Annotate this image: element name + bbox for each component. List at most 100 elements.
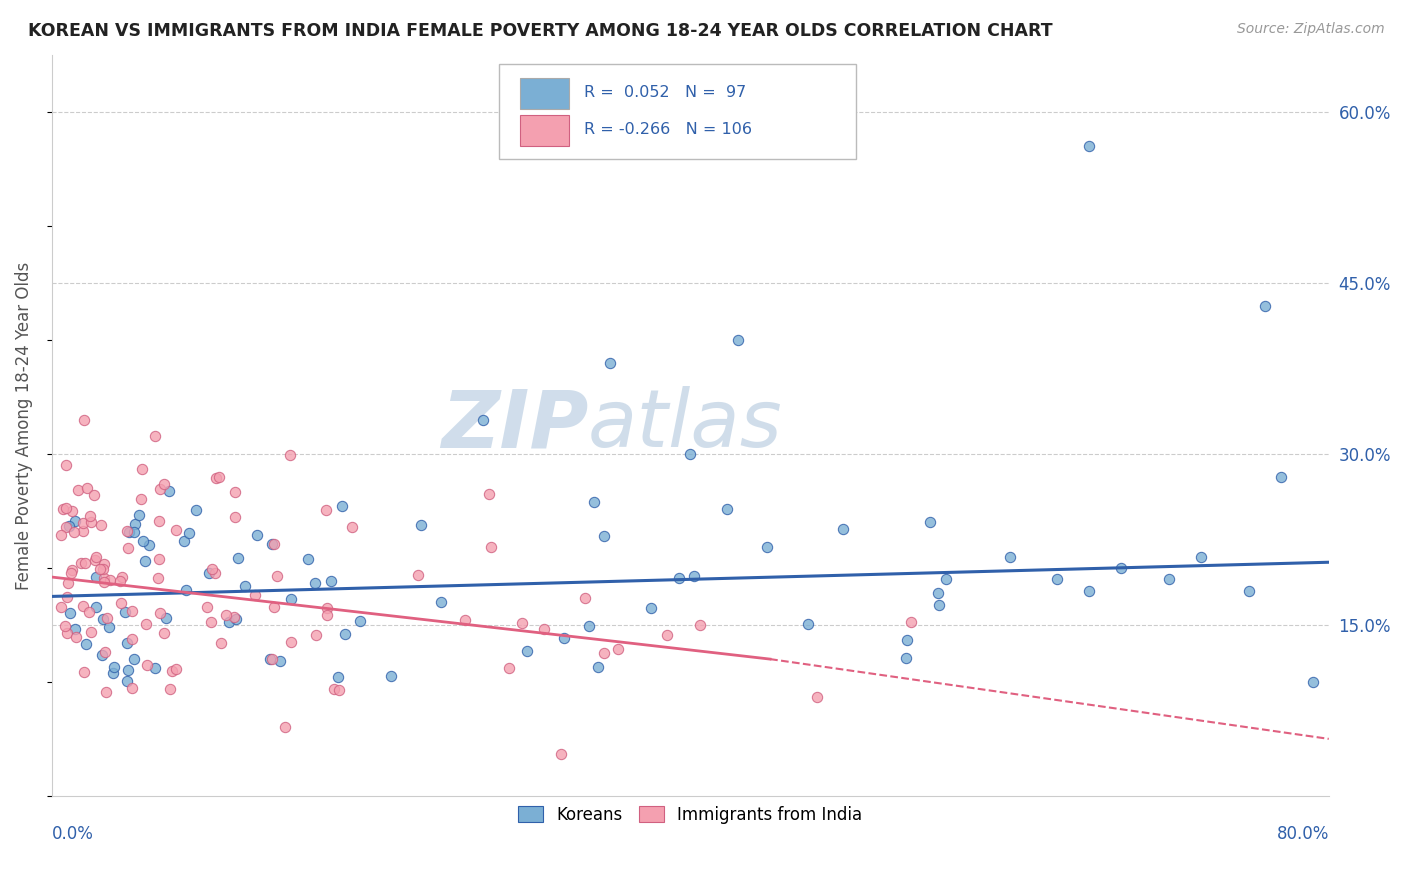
- Point: [411, 518, 433, 533]
- Point: [195, 600, 218, 615]
- Point: [349, 614, 371, 628]
- Point: [224, 609, 246, 624]
- Point: [55, 458, 77, 472]
- Point: [174, 583, 197, 598]
- Point: [806, 690, 828, 704]
- Point: [679, 447, 702, 461]
- Point: [224, 509, 246, 524]
- Point: [269, 654, 291, 668]
- Point: [134, 554, 156, 568]
- Point: [124, 516, 146, 531]
- Point: [84, 549, 107, 564]
- Point: [550, 747, 572, 762]
- Point: [73, 556, 96, 570]
- Point: [93, 575, 115, 590]
- Point: [52, 501, 75, 516]
- Point: [927, 585, 949, 599]
- Point: [1159, 572, 1181, 586]
- Point: [77, 605, 100, 619]
- Point: [56, 590, 79, 604]
- Point: [111, 570, 134, 584]
- Point: [132, 533, 155, 548]
- Text: R =  0.052   N =  97: R = 0.052 N = 97: [585, 86, 747, 101]
- Point: [797, 616, 820, 631]
- Point: [90, 648, 112, 662]
- Point: [60, 563, 83, 577]
- Point: [55, 519, 77, 533]
- Point: [756, 540, 779, 554]
- Point: [315, 601, 337, 615]
- Point: [135, 617, 157, 632]
- Point: [149, 606, 172, 620]
- Point: [1270, 469, 1292, 483]
- Point: [340, 520, 363, 534]
- Point: [998, 549, 1021, 564]
- Point: [153, 626, 176, 640]
- Point: [197, 566, 219, 581]
- Point: [149, 482, 172, 496]
- Point: [49, 599, 72, 614]
- FancyBboxPatch shape: [499, 64, 856, 159]
- Point: [900, 615, 922, 630]
- Point: [380, 669, 402, 683]
- Point: [165, 523, 187, 537]
- Point: [205, 471, 228, 485]
- Point: [157, 483, 180, 498]
- Point: [668, 571, 690, 585]
- Point: [1109, 561, 1132, 575]
- Point: [117, 673, 139, 688]
- Point: [259, 651, 281, 665]
- Point: [266, 568, 288, 582]
- Point: [148, 552, 170, 566]
- Point: [323, 682, 346, 697]
- Point: [200, 615, 222, 629]
- Y-axis label: Female Poverty Among 18-24 Year Olds: Female Poverty Among 18-24 Year Olds: [15, 261, 32, 590]
- Point: [328, 682, 350, 697]
- Point: [593, 646, 616, 660]
- Point: [278, 449, 301, 463]
- Point: [93, 557, 115, 571]
- Point: [128, 508, 150, 522]
- Point: [607, 642, 630, 657]
- Point: [1078, 139, 1101, 153]
- Point: [263, 536, 285, 550]
- Point: [70, 556, 93, 570]
- Point: [297, 551, 319, 566]
- Point: [498, 661, 520, 675]
- Point: [80, 515, 103, 529]
- Point: [330, 499, 353, 513]
- Point: [94, 645, 117, 659]
- Point: [160, 665, 183, 679]
- Point: [60, 566, 83, 580]
- Point: [263, 600, 285, 615]
- Text: R = -0.266   N = 106: R = -0.266 N = 106: [585, 122, 752, 137]
- Point: [118, 525, 141, 540]
- Point: [165, 662, 187, 676]
- Point: [66, 483, 89, 498]
- Point: [683, 569, 706, 583]
- Point: [516, 643, 538, 657]
- Point: [93, 572, 115, 586]
- Point: [98, 574, 121, 588]
- Point: [65, 630, 87, 644]
- Point: [122, 525, 145, 540]
- Point: [471, 413, 494, 427]
- Point: [260, 537, 283, 551]
- Point: [86, 570, 108, 584]
- Point: [58, 576, 80, 591]
- Point: [280, 592, 302, 607]
- Point: [89, 562, 111, 576]
- Point: [574, 591, 596, 605]
- Point: [246, 527, 269, 541]
- Point: [55, 626, 77, 640]
- Point: [832, 522, 855, 536]
- Text: ZIP: ZIP: [440, 386, 588, 465]
- Point: [406, 568, 429, 582]
- Point: [218, 615, 240, 629]
- Point: [121, 604, 143, 618]
- Point: [689, 617, 711, 632]
- Point: [114, 606, 136, 620]
- Point: [136, 657, 159, 672]
- Point: [96, 611, 118, 625]
- Text: 0.0%: 0.0%: [52, 825, 94, 844]
